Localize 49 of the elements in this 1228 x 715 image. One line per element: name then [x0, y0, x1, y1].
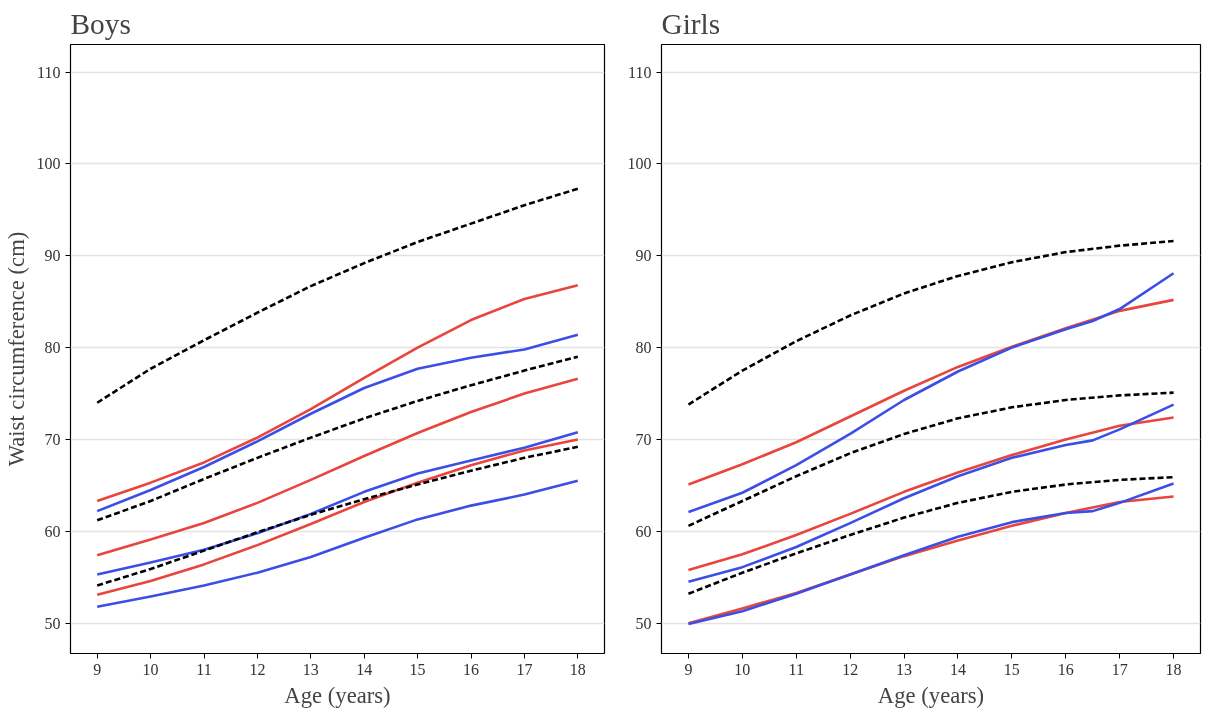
x-tick-label: 15 [1003, 660, 1020, 678]
line-series [687, 271, 1175, 514]
x-tick-label: 16 [1057, 660, 1074, 678]
x-tick-label: 12 [842, 660, 859, 678]
x-tick-label: 10 [142, 660, 159, 678]
y-tick-label: 90 [635, 247, 652, 265]
y-tick-label: 100 [627, 155, 652, 173]
x-tick-label: 14 [356, 660, 373, 678]
x-tick-label: 18 [569, 660, 586, 678]
line-series [687, 475, 1175, 596]
x-tick-label: 10 [734, 660, 751, 678]
x-tick-label: 14 [949, 660, 966, 678]
line-series [95, 377, 580, 557]
x-axis-title: Age (years) [284, 682, 391, 708]
y-tick-label: 110 [37, 63, 61, 81]
x-tick-label: 17 [516, 660, 533, 678]
y-tick-label: 70 [44, 430, 61, 448]
x-tick-label: 11 [196, 660, 212, 678]
line-series [95, 333, 580, 513]
y-tick-label: 50 [44, 614, 61, 632]
x-tick-label: 12 [249, 660, 266, 678]
y-tick-label: 100 [36, 155, 61, 173]
y-tick-label: 50 [635, 614, 652, 632]
y-tick-label: 90 [44, 247, 61, 265]
line-series [95, 355, 580, 522]
x-tick-label: 13 [302, 660, 319, 678]
y-tick-label: 60 [44, 522, 61, 540]
x-tick-label: 11 [788, 660, 804, 678]
line-series [95, 479, 580, 608]
y-axis-title: Waist circumference (cm) [3, 231, 29, 467]
y-tick-label: 80 [44, 339, 61, 357]
x-tick-label: 9 [93, 660, 102, 678]
line-series [687, 391, 1175, 528]
x-axis-title: Age (years) [877, 682, 985, 708]
y-tick-label: 60 [635, 522, 652, 540]
chart-title: Girls [661, 7, 721, 40]
y-tick-label: 80 [635, 339, 652, 357]
line-series [95, 187, 580, 405]
y-tick-label: 110 [628, 63, 652, 81]
x-tick-label: 9 [684, 660, 693, 678]
line-series [687, 239, 1175, 406]
x-tick-label: 15 [409, 660, 426, 678]
x-tick-label: 13 [896, 660, 913, 678]
x-tick-label: 16 [463, 660, 479, 678]
x-tick-label: 18 [1165, 660, 1182, 678]
x-tick-label: 17 [1111, 660, 1128, 678]
line-series [95, 283, 580, 503]
y-tick-label: 70 [635, 430, 652, 448]
chart-title: Boys [70, 7, 131, 40]
